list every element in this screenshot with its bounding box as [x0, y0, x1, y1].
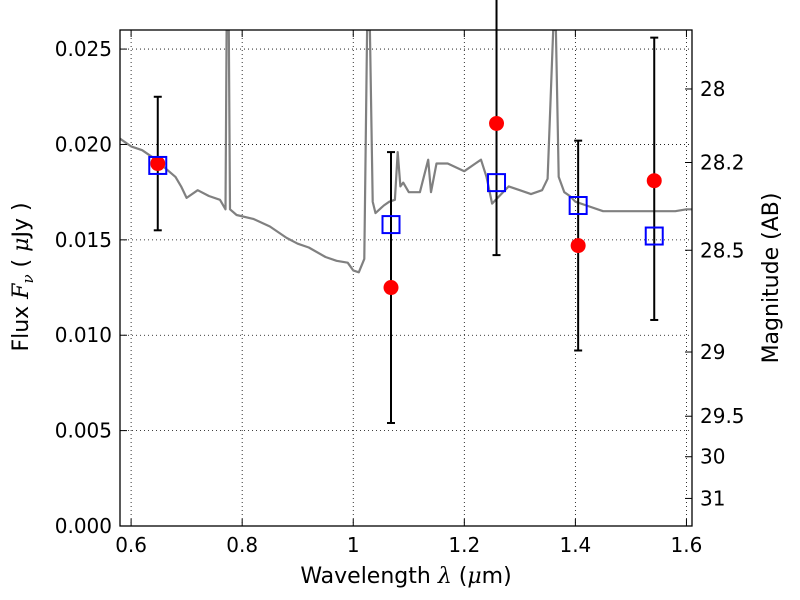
x-tick-label: 1.2	[448, 533, 480, 557]
model-spectrum-line	[120, 30, 692, 274]
model-photometry-square	[644, 226, 664, 246]
model-photometry-square	[487, 173, 507, 193]
y-tick-label: 0.025	[55, 37, 112, 61]
model-photometry-square	[148, 155, 168, 175]
x-tick-label: 0.8	[226, 533, 258, 557]
observed-flux-point	[383, 280, 399, 296]
y-tick-label: 0.010	[55, 323, 112, 347]
plot-area: 0.6 0.8 1 1.2 1.4 1.6 0.000 0.005 0.010 0.015 0.02…	[55, 0, 745, 557]
right-tick-label: 28	[700, 77, 725, 101]
model-photometry-square	[381, 215, 401, 235]
x-axis-label: Wavelength λ (μm)	[300, 564, 511, 589]
observed-flux-point	[570, 238, 586, 254]
right-tick-label: 30	[700, 445, 725, 469]
y-tick-label: 0.020	[55, 132, 112, 156]
x-tick-label: 1.4	[559, 533, 591, 557]
y-axis-label: Flux Fν ( μJy )	[9, 202, 37, 351]
x-tick-label: 0.6	[115, 533, 147, 557]
right-tick-label: 31	[700, 486, 725, 510]
right-tick-label: 28.2	[700, 150, 745, 174]
right-tick-label: 29	[700, 340, 725, 364]
plot-clip-group	[120, 30, 692, 274]
y-tick-label: 0.000	[55, 514, 112, 538]
x-tick-label: 1	[347, 533, 360, 557]
right-axis-label: Magnitude (AB)	[759, 193, 784, 364]
plot-frame	[119, 29, 693, 527]
observed-flux-point	[489, 115, 505, 131]
model-photometry-square	[568, 196, 588, 216]
right-tick-label: 29.5	[700, 404, 745, 428]
y-tick-label: 0.015	[55, 228, 112, 252]
right-tick-label: 28.5	[700, 238, 745, 262]
y-tick-label: 0.005	[55, 419, 112, 443]
observed-flux-point	[646, 173, 662, 189]
observed-flux-point	[150, 156, 166, 172]
x-tick-label: 1.6	[671, 533, 703, 557]
